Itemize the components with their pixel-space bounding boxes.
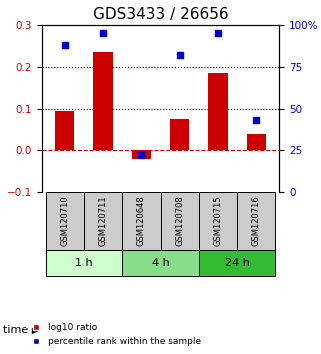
Legend: log10 ratio, percentile rank within the sample: log10 ratio, percentile rank within the … xyxy=(27,324,201,346)
FancyBboxPatch shape xyxy=(46,192,84,250)
Bar xyxy=(93,52,113,150)
FancyBboxPatch shape xyxy=(199,250,275,276)
FancyBboxPatch shape xyxy=(199,192,237,250)
Text: 24 h: 24 h xyxy=(225,258,249,268)
Point xyxy=(177,52,182,58)
FancyBboxPatch shape xyxy=(122,192,160,250)
Point xyxy=(62,42,67,48)
Text: GSM120716: GSM120716 xyxy=(252,196,261,246)
Bar xyxy=(247,134,266,150)
Text: GSM120648: GSM120648 xyxy=(137,196,146,246)
Text: GSM120711: GSM120711 xyxy=(99,196,108,246)
Text: time ▶: time ▶ xyxy=(3,324,40,334)
Bar xyxy=(132,150,151,159)
FancyBboxPatch shape xyxy=(237,192,275,250)
FancyBboxPatch shape xyxy=(122,250,199,276)
Text: GSM120710: GSM120710 xyxy=(60,196,69,246)
Point xyxy=(139,153,144,158)
Text: GSM120708: GSM120708 xyxy=(175,196,184,246)
FancyBboxPatch shape xyxy=(84,192,122,250)
FancyBboxPatch shape xyxy=(160,192,199,250)
Text: 1 h: 1 h xyxy=(75,258,93,268)
Bar xyxy=(170,119,189,150)
FancyBboxPatch shape xyxy=(46,250,122,276)
Point xyxy=(100,30,106,36)
Title: GDS3433 / 26656: GDS3433 / 26656 xyxy=(93,7,228,22)
Bar xyxy=(208,73,228,150)
Point xyxy=(215,30,221,36)
Point xyxy=(254,118,259,123)
Bar xyxy=(55,111,74,150)
Text: GSM120715: GSM120715 xyxy=(213,196,222,246)
Text: 4 h: 4 h xyxy=(152,258,169,268)
